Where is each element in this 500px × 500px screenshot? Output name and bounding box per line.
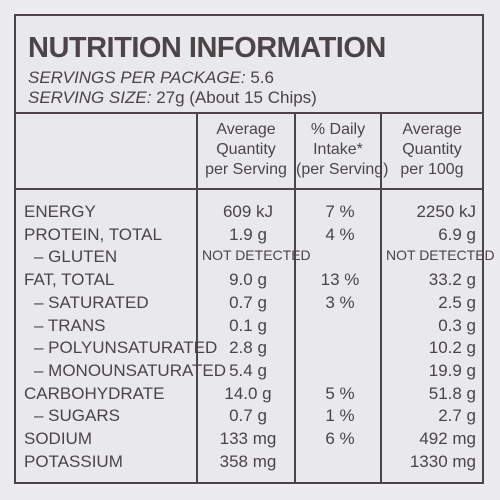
table-row: – SATURATED 0.7 g 3 % 2.5 g — [16, 293, 482, 315]
nutrient-name: FAT, TOTAL — [24, 270, 115, 290]
column-header-line: % Daily — [310, 121, 366, 138]
value-per-serving: 9.0 g — [229, 270, 267, 290]
value-per-100g: 10.2 g — [428, 338, 476, 358]
table-row: – MONOUNSATURATED 5.4 g 19.9 g — [16, 361, 482, 383]
header-divider-bottom — [16, 188, 482, 190]
nutrient-name: PROTEIN, TOTAL — [24, 224, 162, 244]
header-divider-top — [16, 112, 482, 114]
value-daily-intake: 13 % — [320, 270, 360, 290]
nutrient-name: ENERGY — [24, 202, 96, 221]
nutrient-name: – SATURATED — [34, 292, 149, 312]
nutrient-name: SODIUM — [24, 429, 92, 448]
value-daily-intake: 3 % — [325, 292, 355, 312]
nutrient-name: POTASSIUM — [24, 451, 123, 471]
table-row: – TRANS 0.1 g 0.3 g — [16, 316, 482, 338]
column-header-per-serving: Average Quantity per Serving — [198, 120, 294, 180]
column-header-line: Intake* — [313, 141, 363, 158]
nutrient-name: – TRANS — [34, 315, 106, 335]
value-per-serving: 1.9 g — [229, 224, 267, 244]
table-row: POTASSIUM 358 mg 1330 mg — [16, 452, 482, 474]
servings-per-package: SERVINGS PER PACKAGE: 5.6 — [28, 68, 274, 88]
table-row: CARBOHYDRATE 14.0 g 5 % 51.8 g — [16, 384, 482, 406]
value-per-100g: 19.9 g — [428, 360, 476, 380]
value-per-serving: 133 mg — [219, 429, 277, 448]
column-header-line: Average — [402, 121, 462, 138]
value-per-serving: 358 mg — [219, 451, 277, 471]
column-header-daily-intake: % Daily Intake* (per Serving) — [296, 120, 389, 180]
value-daily-intake: 4 % — [325, 224, 355, 244]
column-header-line: Quantity — [402, 141, 462, 158]
table-row: SODIUM 133 mg 6 % 492 mg — [16, 429, 482, 451]
value-per-100g: 492 mg — [419, 429, 476, 448]
value-per-serving: 0.7 g — [229, 406, 267, 426]
nutrition-panel: NUTRITION INFORMATION SERVINGS PER PACKA… — [14, 14, 495, 484]
column-divider-1 — [196, 112, 198, 482]
value-daily-intake: 7 % — [325, 202, 355, 221]
value-per-serving: 0.1 g — [229, 315, 267, 335]
serving-size: SERVING SIZE: 27g (About 15 Chips) — [28, 88, 317, 108]
panel-title: NUTRITION INFORMATION — [28, 32, 386, 64]
value-per-100g: 0.3 g — [438, 315, 476, 335]
value-daily-intake: 6 % — [325, 429, 355, 448]
value-per-100g: 2250 kJ — [416, 202, 476, 221]
column-divider-2 — [294, 112, 296, 482]
value-per-serving: 14.0 g — [224, 383, 272, 403]
column-header-line: Average — [216, 121, 276, 138]
value-per-100g: 51.8 g — [428, 383, 476, 403]
servings-label: SERVINGS PER PACKAGE: — [28, 68, 246, 87]
value-per-100g: NOT DETECTED — [386, 247, 495, 264]
value-per-serving: NOT DETECTED — [202, 247, 311, 264]
value-daily-intake: 1 % — [325, 406, 355, 426]
nutrient-name: – GLUTEN — [34, 247, 118, 267]
value-per-100g: 2.5 g — [438, 292, 476, 312]
nutrient-name: – MONOUNSATURATED — [34, 360, 227, 380]
value-per-serving: 0.7 g — [229, 292, 267, 312]
serving-size-value: 27g (About 15 Chips) — [156, 88, 317, 107]
nutrient-name: CARBOHYDRATE — [24, 383, 165, 403]
table-row: – POLYUNSATURATED 2.8 g 10.2 g — [16, 338, 482, 360]
nutrient-name: – POLYUNSATURATED — [34, 338, 218, 358]
column-header-per-100g: Average Quantity per 100g — [382, 120, 482, 180]
column-divider-3 — [380, 112, 382, 482]
table-row: – SUGARS 0.7 g 1 % 2.7 g — [16, 406, 482, 428]
value-per-100g: 6.9 g — [438, 224, 476, 244]
value-per-100g: 1330 mg — [409, 451, 476, 471]
value-per-serving: 5.4 g — [229, 360, 267, 380]
serving-size-label: SERVING SIZE: — [28, 88, 152, 107]
value-per-100g: 2.7 g — [438, 406, 476, 426]
table-row: – GLUTEN NOT DETECTED NOT DETECTED — [16, 247, 495, 269]
table-row: FAT, TOTAL 9.0 g 13 % 33.2 g — [16, 270, 482, 292]
value-per-100g: 33.2 g — [428, 270, 476, 290]
column-header-line: (per Serving) — [296, 161, 389, 178]
table-row: ENERGY 609 kJ 7 % 2250 kJ — [16, 202, 482, 224]
value-per-serving: 609 kJ — [222, 202, 274, 221]
nutrient-name: – SUGARS — [34, 406, 120, 426]
servings-value: 5.6 — [250, 68, 274, 87]
value-daily-intake: 5 % — [325, 383, 355, 403]
value-per-serving: 2.8 g — [229, 338, 267, 358]
column-header-line: per Serving — [205, 161, 287, 178]
column-header-line: per 100g — [400, 161, 464, 178]
column-header-line: Quantity — [216, 141, 276, 158]
table-row: PROTEIN, TOTAL 1.9 g 4 % 6.9 g — [16, 225, 482, 247]
